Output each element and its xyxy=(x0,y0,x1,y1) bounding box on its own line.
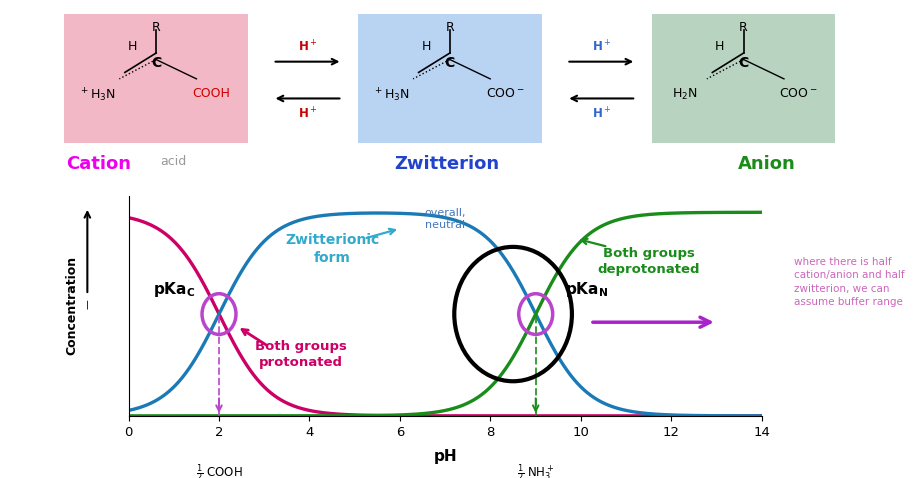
Text: H: H xyxy=(421,40,431,53)
Text: Cation: Cation xyxy=(66,155,131,174)
Text: H: H xyxy=(715,40,724,53)
Text: pKa$_\mathbf{C}$: pKa$_\mathbf{C}$ xyxy=(152,280,195,299)
Text: Both groups
protonated: Both groups protonated xyxy=(254,340,346,369)
Text: C: C xyxy=(151,55,162,70)
Text: where there is half
cation/anion and half
zwitterion, we can
assume buffer range: where there is half cation/anion and hal… xyxy=(794,257,905,307)
Text: pKa$_\mathbf{N}$: pKa$_\mathbf{N}$ xyxy=(565,280,609,299)
Text: R: R xyxy=(151,21,161,34)
Text: pH: pH xyxy=(433,449,457,465)
Text: Both groups
deprotonated: Both groups deprotonated xyxy=(598,247,700,276)
Text: $^+$H$_3$N: $^+$H$_3$N xyxy=(373,87,409,104)
Text: $\frac{1}{2}$ NH$_3^+$: $\frac{1}{2}$ NH$_3^+$ xyxy=(517,463,554,478)
Text: $\frac{1}{2}$ COOH: $\frac{1}{2}$ COOH xyxy=(196,463,242,478)
Text: COO$^-$: COO$^-$ xyxy=(486,87,524,99)
Text: H$^+$: H$^+$ xyxy=(297,39,318,54)
Text: Zwitterionic
form: Zwitterionic form xyxy=(285,233,379,264)
Text: H$^+$: H$^+$ xyxy=(591,39,611,54)
Text: Concentration: Concentration xyxy=(65,256,78,356)
Text: overall,
neutral: overall, neutral xyxy=(424,208,466,230)
Text: COO$^-$: COO$^-$ xyxy=(779,87,818,99)
Text: H: H xyxy=(128,40,137,53)
Text: COOH: COOH xyxy=(192,87,230,99)
Text: C: C xyxy=(738,55,749,70)
Text: H$^+$: H$^+$ xyxy=(297,106,318,121)
Text: H$_2$N: H$_2$N xyxy=(672,87,698,102)
Text: Zwitterion: Zwitterion xyxy=(395,155,499,174)
Text: R: R xyxy=(445,21,454,34)
Text: H$^+$: H$^+$ xyxy=(591,106,611,121)
Text: R: R xyxy=(739,21,748,34)
Text: Anion: Anion xyxy=(738,155,795,174)
Text: C: C xyxy=(444,55,455,70)
Text: acid: acid xyxy=(161,155,187,168)
Text: —: — xyxy=(83,299,93,309)
Text: $^+$H$_3$N: $^+$H$_3$N xyxy=(79,87,116,104)
